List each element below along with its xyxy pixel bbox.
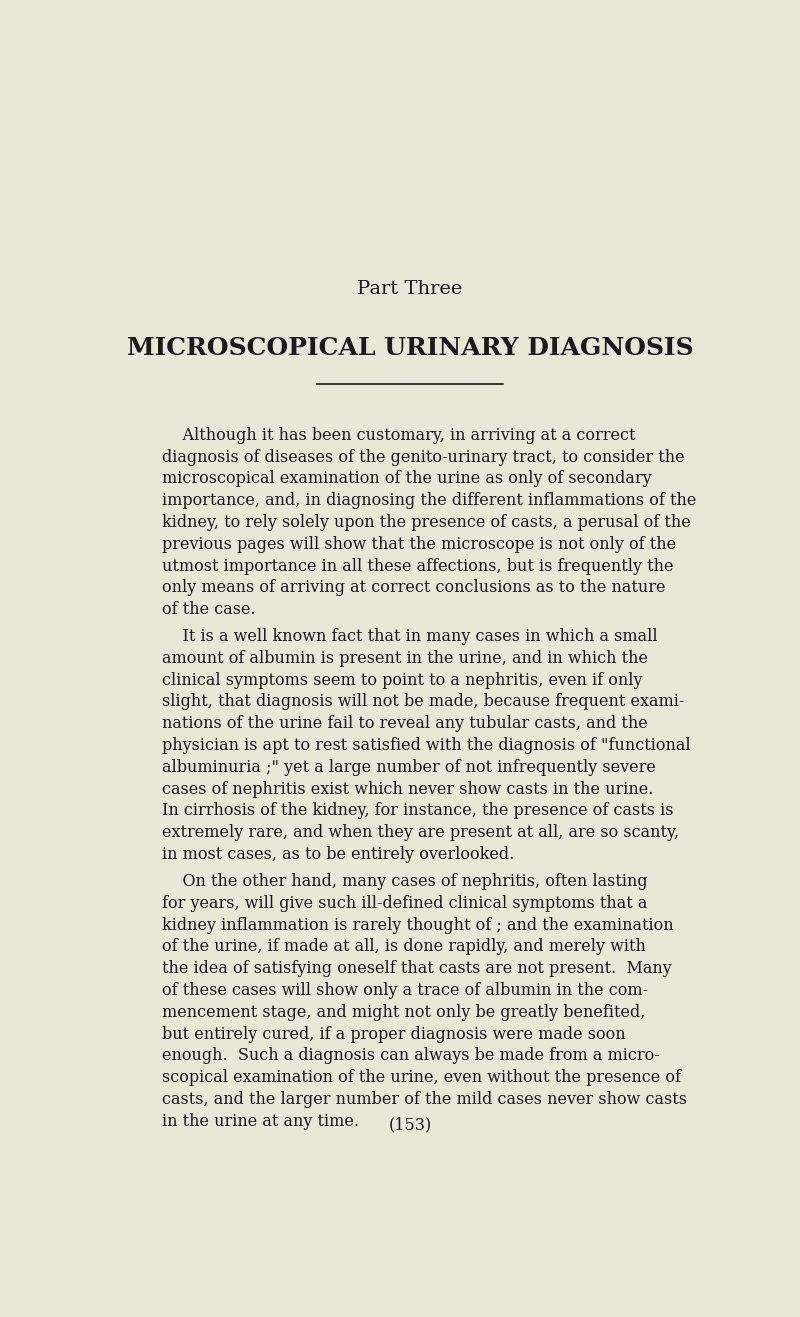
Text: mencement stage, and might not only be greatly benefited,: mencement stage, and might not only be g… [162,1004,646,1021]
Text: but entirely cured, if a proper diagnosis were made soon: but entirely cured, if a proper diagnosi… [162,1026,626,1043]
Text: of these cases will show only a trace of albumin in the com-: of these cases will show only a trace of… [162,982,648,1000]
Text: clinical symptoms seem to point to a nephritis, even if only: clinical symptoms seem to point to a nep… [162,672,642,689]
Text: scopical examination of the urine, even without the presence of: scopical examination of the urine, even … [162,1069,681,1087]
Text: only means of arriving at correct conclusions as to the nature: only means of arriving at correct conclu… [162,579,666,597]
Text: enough.  Such a diagnosis can always be made from a micro-: enough. Such a diagnosis can always be m… [162,1047,660,1064]
Text: importance, and, in diagnosing the different inflammations of the: importance, and, in diagnosing the diffe… [162,493,696,510]
Text: It is a well known fact that in many cases in which a small: It is a well known fact that in many cas… [162,628,658,645]
Text: albuminuria ;" yet a large number of not infrequently severe: albuminuria ;" yet a large number of not… [162,759,656,776]
Text: (153): (153) [388,1117,432,1134]
Text: Although it has been customary, in arriving at a correct: Although it has been customary, in arriv… [162,427,635,444]
Text: microscopical examination of the urine as only of secondary: microscopical examination of the urine a… [162,470,652,487]
Text: slight, that diagnosis will not be made, because frequent exami-: slight, that diagnosis will not be made,… [162,694,684,710]
Text: MICROSCOPICAL URINARY DIAGNOSIS: MICROSCOPICAL URINARY DIAGNOSIS [126,336,694,360]
Text: kidney, to rely solely upon the presence of casts, a perusal of the: kidney, to rely solely upon the presence… [162,514,690,531]
Text: cases of nephritis exist which never show casts in the urine.: cases of nephritis exist which never sho… [162,781,654,798]
Text: In cirrhosis of the kidney, for instance, the presence of casts is: In cirrhosis of the kidney, for instance… [162,802,674,819]
Text: extremely rare, and when they are present at all, are so scanty,: extremely rare, and when they are presen… [162,824,679,842]
Text: of the case.: of the case. [162,601,256,618]
Text: of the urine, if made at all, is done rapidly, and merely with: of the urine, if made at all, is done ra… [162,939,646,955]
Text: physician is apt to rest satisfied with the diagnosis of "functional: physician is apt to rest satisfied with … [162,738,690,755]
Text: for years, will give such ill-defined clinical symptoms that a: for years, will give such ill-defined cl… [162,894,647,911]
Text: casts, and the larger number of the mild cases never show casts: casts, and the larger number of the mild… [162,1090,687,1108]
Text: diagnosis of diseases of the genito-urinary tract, to consider the: diagnosis of diseases of the genito-urin… [162,449,685,466]
Text: in the urine at any time.: in the urine at any time. [162,1113,359,1130]
Text: previous pages will show that the microscope is not only of the: previous pages will show that the micros… [162,536,676,553]
Text: kidney inflammation is rarely thought of ; and the examination: kidney inflammation is rarely thought of… [162,917,674,934]
Text: in most cases, as to be entirely overlooked.: in most cases, as to be entirely overloo… [162,846,514,863]
Text: the idea of satisfying oneself that casts are not present.  Many: the idea of satisfying oneself that cast… [162,960,672,977]
Text: amount of albumin is present in the urine, and in which the: amount of albumin is present in the urin… [162,649,648,666]
Text: On the other hand, many cases of nephritis, often lasting: On the other hand, many cases of nephrit… [162,873,648,890]
Text: utmost importance in all these affections, but is frequently the: utmost importance in all these affection… [162,557,674,574]
Text: Part Three: Part Three [358,279,462,298]
Text: nations of the urine fail to reveal any tubular casts, and the: nations of the urine fail to reveal any … [162,715,648,732]
